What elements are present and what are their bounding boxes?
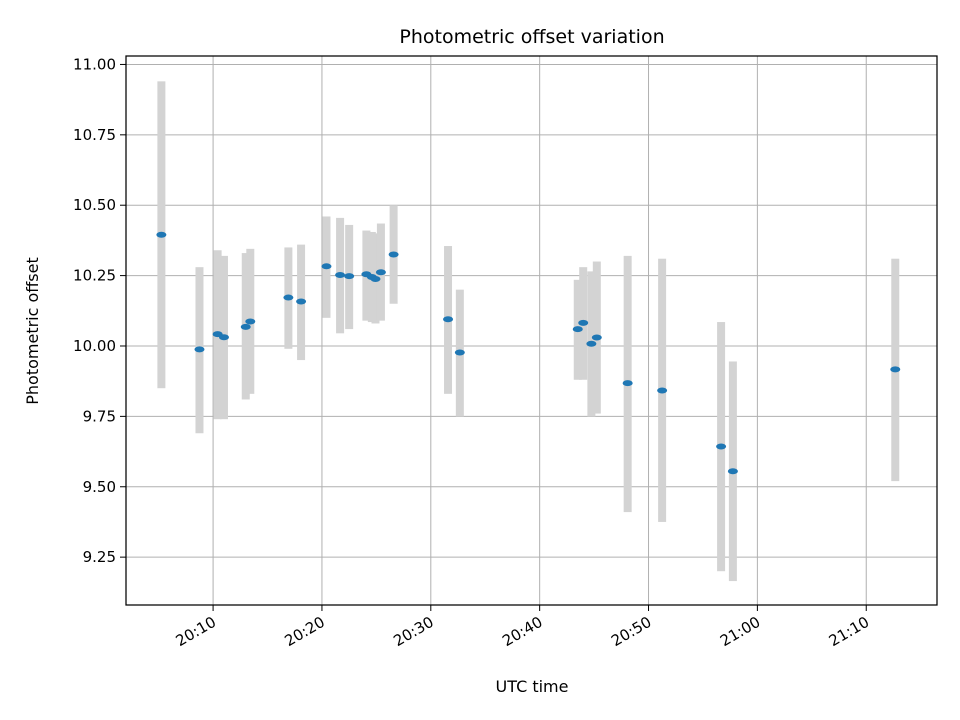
x-tick-label: 21:00 (717, 613, 763, 650)
data-point (388, 251, 399, 258)
data-point (454, 349, 465, 356)
data-point (890, 366, 901, 373)
x-tick-label: 20:40 (499, 613, 545, 650)
y-tick-label: 10.75 (73, 126, 116, 144)
data-markers (156, 231, 901, 475)
data-point (194, 346, 205, 353)
chart-title: Photometric offset variation (399, 26, 664, 48)
data-point (156, 231, 167, 238)
data-point (344, 273, 355, 280)
grid-lines (126, 56, 937, 605)
y-tick-label: 10.25 (73, 267, 116, 285)
x-tick-label: 20:20 (282, 613, 328, 650)
y-tick-label: 9.50 (83, 478, 116, 496)
data-point (578, 319, 589, 326)
data-point (622, 380, 633, 387)
data-point (727, 468, 738, 475)
x-axis-ticks: 20:10 20:20 20:30 20:40 20:50 21:00 21:10 (173, 605, 872, 650)
data-point (245, 318, 256, 325)
y-tick-label: 10.00 (73, 337, 116, 355)
y-axis-title: Photometric offset (23, 257, 42, 405)
x-axis-title: UTC time (496, 677, 569, 696)
y-tick-label: 11.00 (73, 55, 116, 73)
plot-frame (125, 55, 938, 606)
data-point (335, 272, 346, 279)
x-tick-label: 20:30 (390, 613, 436, 650)
data-point (283, 294, 294, 301)
data-point (591, 334, 602, 341)
data-point (370, 275, 381, 282)
y-tick-label: 9.25 (83, 548, 116, 566)
data-point (375, 269, 386, 276)
x-tick-label: 21:10 (826, 613, 872, 650)
data-point (586, 340, 597, 347)
y-tick-label: 10.50 (73, 196, 116, 214)
data-point (296, 298, 307, 305)
y-tick-label: 9.75 (83, 407, 116, 425)
error-bars (157, 81, 900, 582)
data-point (443, 316, 454, 323)
x-tick-label: 20:10 (173, 613, 219, 650)
data-point (321, 263, 332, 270)
data-point (218, 334, 229, 341)
data-point (240, 323, 251, 330)
y-axis-ticks: 9.25 9.50 9.75 10.00 10.25 10.50 10.75 11.00 (73, 55, 126, 566)
data-point (657, 387, 668, 394)
x-tick-label: 20:50 (608, 613, 654, 650)
data-point (716, 443, 727, 450)
data-point (572, 326, 583, 333)
